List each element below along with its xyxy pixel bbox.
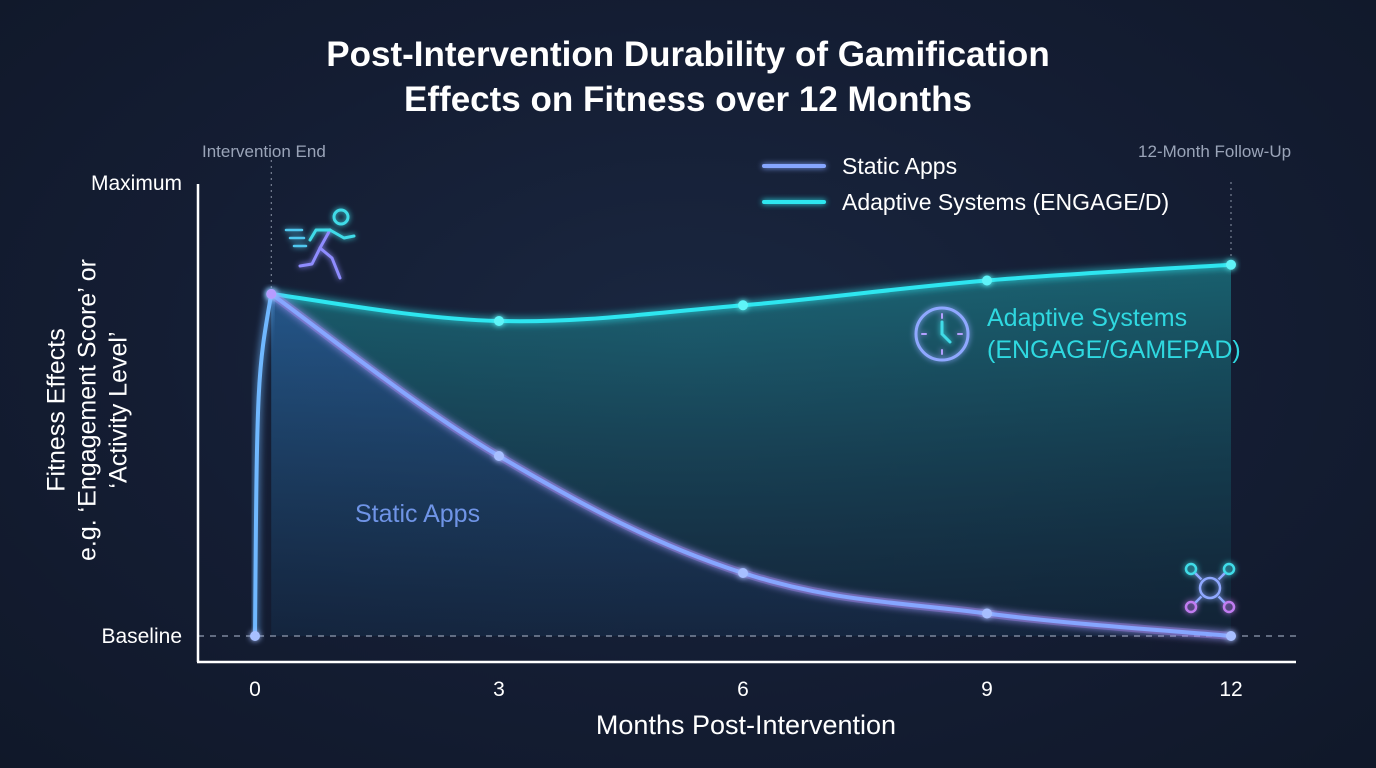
network-node-3 bbox=[1222, 600, 1236, 614]
adaptive-point-3 bbox=[982, 275, 992, 286]
network-hub bbox=[1198, 576, 1222, 600]
chart-title-line-2: Effects on Fitness over 12 Months bbox=[404, 80, 972, 119]
adaptive-annotation-line-2: (ENGAGE/GAMEPAD) bbox=[987, 336, 1241, 364]
runner-speed-lines bbox=[284, 228, 308, 248]
runner-leg-front bbox=[318, 228, 342, 280]
x-tick-12: 12 bbox=[1219, 678, 1243, 701]
adaptive-point-1 bbox=[494, 316, 504, 326]
static-point-2 bbox=[494, 451, 504, 461]
runner-icon bbox=[284, 208, 356, 280]
intervention-end-note: Intervention End bbox=[202, 142, 326, 161]
network-node-1 bbox=[1222, 562, 1236, 576]
runner-arm-back bbox=[308, 228, 332, 242]
network-link-0 bbox=[1193, 571, 1203, 581]
legend-swatch-static bbox=[762, 164, 826, 168]
static-apps-annotation: Static Apps bbox=[355, 500, 481, 528]
clock-ticks bbox=[921, 313, 963, 355]
x-tick-3: 3 bbox=[493, 678, 505, 701]
legend-item-static: Static Apps bbox=[762, 148, 1169, 184]
static-point-1 bbox=[266, 289, 277, 299]
x-tick-6: 6 bbox=[737, 678, 749, 701]
runner-leg-back bbox=[298, 246, 322, 268]
adaptive-point-2 bbox=[738, 300, 748, 311]
static-point-0 bbox=[250, 631, 260, 641]
network-node-0 bbox=[1184, 562, 1198, 576]
static-area bbox=[271, 294, 1231, 636]
x-tick-9: 9 bbox=[981, 678, 993, 701]
network-node-2 bbox=[1184, 600, 1198, 614]
chart-title-line-1: Post-Intervention Durability of Gamifica… bbox=[326, 35, 1050, 74]
x-tick-0: 0 bbox=[249, 678, 261, 701]
y-axis-label-line-1: Fitness Effects bbox=[42, 328, 71, 492]
static-point-5 bbox=[1226, 631, 1236, 641]
adaptive-annotation: Adaptive Systems (ENGAGE/GAMEPAD) bbox=[987, 302, 1241, 366]
legend-swatch-adaptive bbox=[762, 200, 826, 204]
y-axis-label-line-3: ‘Activity Level’ bbox=[104, 331, 133, 489]
y-tick-baseline: Baseline bbox=[101, 625, 182, 648]
runner-head bbox=[332, 208, 350, 226]
legend-label-static: Static Apps bbox=[842, 152, 958, 179]
legend: Static Apps Adaptive Systems (ENGAGE/D) bbox=[762, 148, 1169, 220]
y-axis-label: Fitness Effects e.g. ‘Engagement Score’ … bbox=[42, 259, 135, 561]
network-link-3 bbox=[1217, 595, 1227, 605]
network-link-2 bbox=[1193, 595, 1203, 605]
clock-icon bbox=[914, 306, 970, 362]
chart-title: Post-Intervention Durability of Gamifica… bbox=[0, 32, 1376, 122]
y-axis-label-line-2: e.g. ‘Engagement Score’ or bbox=[73, 258, 102, 562]
network-link-1 bbox=[1217, 571, 1227, 581]
clock-hands bbox=[940, 320, 952, 344]
adaptive-point-4 bbox=[1226, 259, 1236, 270]
adaptive-annotation-line-1: Adaptive Systems bbox=[987, 304, 1188, 332]
follow-up-note: 12-Month Follow-Up bbox=[1138, 142, 1292, 161]
legend-label-adaptive: Adaptive Systems (ENGAGE/D) bbox=[842, 188, 1170, 215]
static-point-3 bbox=[738, 568, 748, 578]
static-point-4 bbox=[982, 608, 992, 619]
network-icon bbox=[1184, 562, 1236, 614]
x-axis-label: Months Post-Intervention bbox=[595, 710, 897, 740]
runner-arm-front bbox=[328, 228, 356, 240]
y-tick-maximum: Maximum bbox=[90, 172, 182, 195]
static-series-rise bbox=[253, 293, 274, 637]
legend-item-adaptive: Adaptive Systems (ENGAGE/D) bbox=[762, 184, 1169, 220]
clock-face bbox=[914, 306, 970, 362]
